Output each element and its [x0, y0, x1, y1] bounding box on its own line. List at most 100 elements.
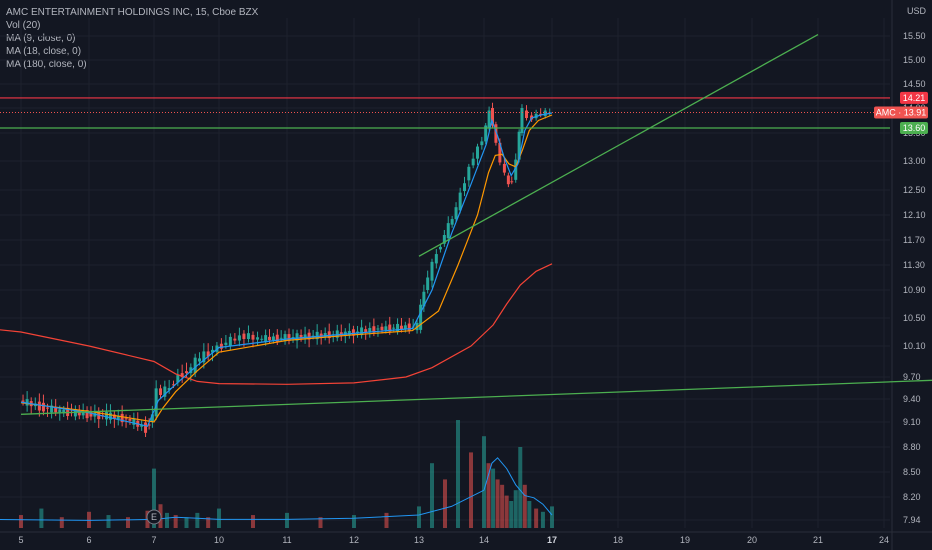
candle-body	[224, 342, 228, 345]
volume-bar	[173, 515, 178, 528]
candle-body	[246, 333, 250, 339]
candle-body	[21, 400, 25, 402]
x-tick-label: 14	[479, 535, 489, 545]
volume-bar	[285, 512, 289, 528]
candle-body	[426, 277, 430, 290]
y-tick-label: 8.80	[903, 442, 921, 452]
candle-body	[198, 358, 201, 362]
currency-label[interactable]: USD	[906, 6, 926, 16]
x-tick-label: 17	[547, 535, 557, 545]
volume-bar	[443, 479, 447, 528]
x-tick-label: 12	[349, 535, 359, 545]
volume-bar	[352, 515, 356, 528]
candle-body	[176, 375, 180, 383]
candle-body	[360, 327, 364, 336]
legend-ma180[interactable]: MA (180, close, 0)	[6, 59, 87, 70]
volume-bar	[486, 463, 491, 528]
candle-body	[454, 207, 458, 220]
y-tick-label: 14.50	[903, 79, 926, 89]
candle-body	[384, 326, 388, 331]
earnings-marker[interactable]: E	[146, 509, 162, 525]
candle-body	[172, 384, 175, 386]
candle-body	[154, 388, 158, 417]
candle-body	[206, 351, 210, 357]
candle-body	[159, 388, 162, 395]
y-tick-label: 10.50	[903, 313, 926, 323]
legend-title: AMC ENTERTAINMENT HOLDINGS INC, 15, Cboe…	[6, 7, 259, 18]
candle-body	[450, 219, 454, 225]
candle-body	[228, 336, 232, 347]
candle-body	[388, 324, 392, 332]
price-tag-label: 13.60	[903, 123, 926, 133]
candle-body	[54, 407, 58, 413]
x-tick-label: 7	[151, 535, 156, 545]
candle-body	[108, 412, 112, 420]
candle-body	[392, 327, 396, 329]
candle-body	[219, 343, 223, 349]
candle-body	[62, 409, 66, 414]
volume-bar	[165, 512, 169, 528]
x-tick-label: 5	[18, 535, 23, 545]
x-tick-label: 21	[813, 535, 823, 545]
legend-ma18[interactable]: MA (18, close, 0)	[6, 46, 82, 57]
candle-body	[260, 338, 264, 340]
candle-body	[480, 141, 484, 146]
candle-body	[189, 367, 193, 374]
volume-bar	[251, 515, 255, 528]
trendline[interactable]	[20, 377, 932, 415]
candle-body	[339, 332, 343, 336]
candle-body	[458, 192, 462, 211]
candle-body	[132, 418, 136, 425]
candle-body	[120, 413, 124, 423]
candle-body	[430, 261, 434, 281]
x-tick-label: 20	[747, 535, 757, 545]
candle-body	[351, 329, 355, 336]
volume-bar	[217, 508, 221, 528]
candle-body	[335, 330, 339, 338]
volume-bar	[518, 447, 523, 528]
volume-bar	[417, 506, 421, 528]
x-tick-label: 18	[613, 535, 623, 545]
volume-bar	[495, 479, 500, 528]
candle-body	[484, 125, 488, 142]
candle-body	[380, 326, 384, 331]
volume-bar	[509, 501, 514, 528]
candle-body	[112, 414, 116, 420]
candle-body	[124, 418, 128, 420]
candle-body	[438, 246, 442, 250]
volume-bar	[152, 468, 156, 528]
y-tick-label: 12.50	[903, 185, 926, 195]
volume-bar	[540, 511, 545, 528]
candle-body	[494, 124, 498, 143]
candle-body	[319, 333, 323, 337]
candle-body	[307, 332, 311, 340]
candle-body	[442, 235, 446, 244]
candle-body	[202, 351, 206, 363]
candle-body	[105, 412, 109, 420]
legend-ma9[interactable]: MA (9, close, 0)	[6, 33, 76, 44]
volume-bar	[456, 420, 460, 528]
legend-volume[interactable]: Vol (20)	[6, 20, 41, 31]
x-tick-label: 11	[282, 535, 291, 545]
candle-body	[150, 414, 154, 422]
trendline[interactable]	[418, 33, 819, 257]
y-tick-label: 9.70	[903, 372, 921, 382]
volume-bar	[184, 517, 189, 528]
candle-body	[368, 327, 372, 333]
candle-body	[517, 131, 521, 160]
candle-body	[85, 410, 89, 419]
candle-body	[271, 336, 275, 341]
y-tick-label: 12.10	[903, 210, 926, 220]
candle-body	[543, 110, 547, 116]
volume-bar	[513, 490, 518, 528]
candle-body	[311, 335, 315, 337]
candle-body	[446, 223, 450, 239]
candle-body	[140, 424, 144, 427]
candle-body	[58, 409, 62, 413]
y-tick-label: 11.30	[903, 260, 925, 270]
candle-body	[376, 328, 380, 330]
candle-body	[476, 146, 479, 159]
volume-bar	[206, 517, 211, 528]
y-tick-label: 10.10	[903, 341, 926, 351]
